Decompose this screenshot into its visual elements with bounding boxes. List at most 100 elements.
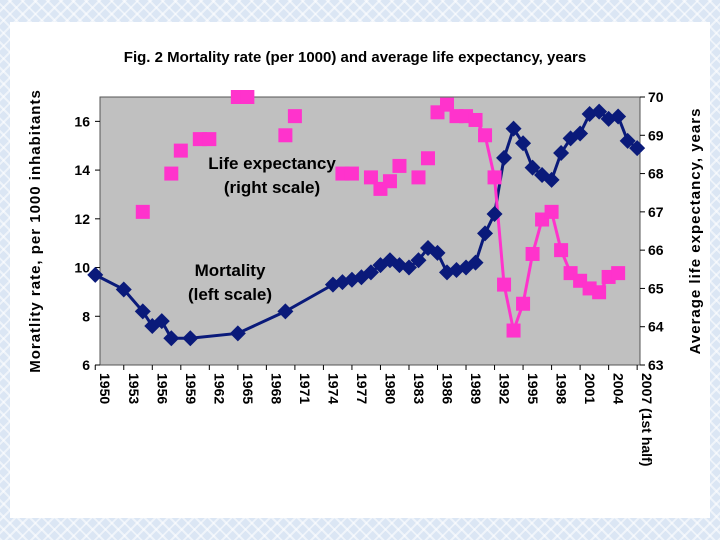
y-right-tick-label: 64 xyxy=(648,319,664,335)
x-tick-label: 1971 xyxy=(297,373,313,404)
life-expectancy-point xyxy=(468,112,483,127)
life-expectancy-point xyxy=(344,166,359,181)
mortality-point xyxy=(524,159,541,176)
life-expectancy-point xyxy=(506,323,521,338)
mortality-point xyxy=(353,269,370,286)
mortality-point xyxy=(496,149,513,166)
life-expectancy-point xyxy=(363,170,378,185)
mortality-point xyxy=(515,135,532,152)
x-tick-label: 2007 (1st half) xyxy=(639,373,655,466)
mortality-point xyxy=(505,120,522,137)
mortality-point xyxy=(467,254,484,271)
life-expectancy-point xyxy=(440,97,455,112)
life-expectancy-point xyxy=(202,132,217,147)
mortality-point xyxy=(477,225,494,242)
y-left-tick-label: 10 xyxy=(74,260,90,276)
mortality-point xyxy=(591,103,608,120)
slide-frame: Fig. 2 Mortality rate (per 1000) and ave… xyxy=(10,22,710,518)
y-left-tick-label: 16 xyxy=(74,113,90,129)
mortality-point xyxy=(400,259,417,276)
y-left-tick-label: 12 xyxy=(74,211,90,227)
x-tick-label: 1968 xyxy=(268,373,284,404)
life-expectancy-point xyxy=(392,158,407,173)
life-expectancy-point xyxy=(240,90,255,104)
life-expectancy-point xyxy=(611,266,626,281)
annotation-mort-line: Mortality xyxy=(195,261,266,280)
x-tick-label: 2004 xyxy=(611,373,627,404)
x-tick-label: 1950 xyxy=(97,373,113,404)
life-expectancy-point xyxy=(592,285,607,300)
life-expectancy-point xyxy=(554,243,569,258)
mortality-point xyxy=(115,281,132,298)
y-left-tick-label: 8 xyxy=(82,308,90,324)
life-expectancy-point xyxy=(135,204,150,219)
mortality-point xyxy=(229,325,246,342)
mortality-point xyxy=(543,171,560,188)
life-expectancy-point xyxy=(544,204,559,219)
mortality-point xyxy=(134,303,151,320)
chart: Fig. 2 Mortality rate (per 1000) and ave… xyxy=(27,49,704,466)
y-right-tick-label: 66 xyxy=(648,242,664,258)
mortality-point xyxy=(153,313,170,330)
x-axis: 1950 1953 1956 1959 1962 1965 1968 1971 1974 1977… xyxy=(94,365,655,466)
y-right-tick-label: 63 xyxy=(648,357,664,373)
plot-area xyxy=(99,96,641,366)
y-left-tick-label: 14 xyxy=(74,162,90,178)
x-tick-label: 1995 xyxy=(525,373,541,404)
mortality-point xyxy=(610,108,627,125)
x-tick-label: 1989 xyxy=(468,373,484,404)
y-right-tick-label: 69 xyxy=(648,127,664,143)
y-axis-left: 6 8 10 12 14 16 xyxy=(74,113,100,373)
life-expectancy-point xyxy=(382,174,397,189)
x-tick-label: 1980 xyxy=(382,373,398,404)
x-tick-label: 1962 xyxy=(211,373,227,404)
y-axis-right: 63 64 65 66 67 68 69 70 xyxy=(640,89,664,373)
annotation-mort-line: (left scale) xyxy=(188,285,272,304)
x-tick-label: 1998 xyxy=(554,373,570,404)
mortality-point xyxy=(553,145,570,162)
x-tick-label: 1965 xyxy=(240,373,256,404)
mortality-point xyxy=(277,303,294,320)
y-left-tick-label: 6 xyxy=(82,357,90,373)
y-right-tick-label: 67 xyxy=(648,204,664,220)
life-expectancy-point xyxy=(278,128,293,143)
life-expectancy-point xyxy=(164,166,179,181)
x-tick-label: 1956 xyxy=(154,373,170,404)
annotation-life-line: (right scale) xyxy=(224,178,320,197)
y-axis-left-label: Moratlity rate, per 1000 inhabitants xyxy=(27,89,44,373)
x-tick-label: 1959 xyxy=(183,373,199,404)
mortality-point xyxy=(429,244,446,261)
mortality-point xyxy=(486,205,503,222)
y-right-tick-label: 65 xyxy=(648,280,664,296)
mortality-point xyxy=(572,125,589,142)
y-right-tick-label: 70 xyxy=(648,89,664,105)
life-expectancy-point xyxy=(487,170,502,185)
life-expectancy-point xyxy=(525,246,540,261)
annotation-life-line: Life expectancy xyxy=(208,154,336,173)
life-expectancy-point xyxy=(478,128,493,143)
x-tick-label: 1983 xyxy=(411,373,427,404)
life-expectancy-point xyxy=(173,143,188,158)
mortality-point xyxy=(163,330,180,347)
mortality-point xyxy=(619,132,636,149)
mortality-point xyxy=(182,330,199,347)
life-expectancy-point xyxy=(497,277,512,292)
y-axis-right-label: Average life expectancy, years xyxy=(687,108,704,355)
x-tick-label: 1977 xyxy=(354,373,370,404)
life-expectancy-point xyxy=(420,151,435,166)
annotations: Life expectancy (right scale) Mortality (le… xyxy=(188,154,336,304)
life-expectancy-point xyxy=(411,170,426,185)
x-tick-label: 1986 xyxy=(440,373,456,404)
series-layer xyxy=(87,90,646,347)
mortality-point xyxy=(419,240,436,257)
x-tick-label: 1953 xyxy=(126,373,142,404)
x-tick-label: 1974 xyxy=(325,373,341,404)
mortality-point xyxy=(410,252,427,269)
mortality-point xyxy=(629,140,646,157)
mortality-point xyxy=(87,266,104,283)
y-right-tick-label: 68 xyxy=(648,166,664,182)
x-tick-label: 2001 xyxy=(582,373,598,404)
chart-title: Fig. 2 Mortality rate (per 1000) and ave… xyxy=(124,49,586,66)
life-expectancy-point xyxy=(516,296,531,311)
mortality-point xyxy=(362,264,379,281)
